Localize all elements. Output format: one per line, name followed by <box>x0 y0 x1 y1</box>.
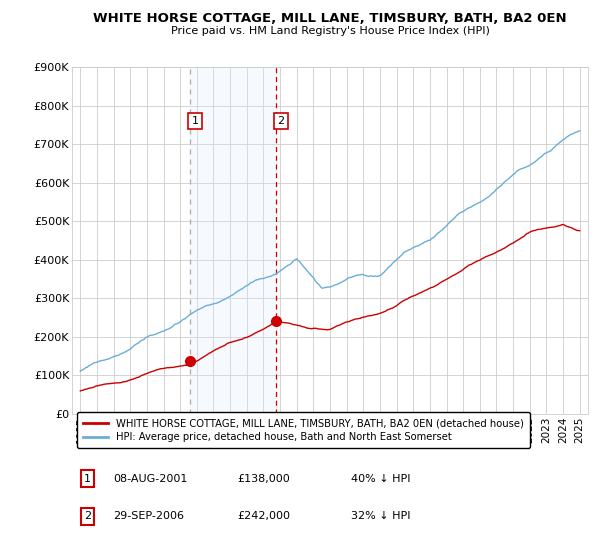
Text: WHITE HORSE COTTAGE, MILL LANE, TIMSBURY, BATH, BA2 0EN: WHITE HORSE COTTAGE, MILL LANE, TIMSBURY… <box>93 12 567 25</box>
Text: 1: 1 <box>191 116 199 126</box>
Legend: WHITE HORSE COTTAGE, MILL LANE, TIMSBURY, BATH, BA2 0EN (detached house), HPI: A: WHITE HORSE COTTAGE, MILL LANE, TIMSBURY… <box>77 412 530 448</box>
Text: Price paid vs. HM Land Registry's House Price Index (HPI): Price paid vs. HM Land Registry's House … <box>170 26 490 36</box>
Text: 08-AUG-2001: 08-AUG-2001 <box>113 474 188 484</box>
Text: 40% ↓ HPI: 40% ↓ HPI <box>350 474 410 484</box>
Text: 32% ↓ HPI: 32% ↓ HPI <box>350 511 410 521</box>
Text: 29-SEP-2006: 29-SEP-2006 <box>113 511 184 521</box>
Text: 2: 2 <box>84 511 91 521</box>
Bar <box>190 67 276 414</box>
Text: 1: 1 <box>84 474 91 484</box>
Text: 2: 2 <box>277 116 284 126</box>
Text: £138,000: £138,000 <box>237 474 290 484</box>
Text: £242,000: £242,000 <box>237 511 290 521</box>
